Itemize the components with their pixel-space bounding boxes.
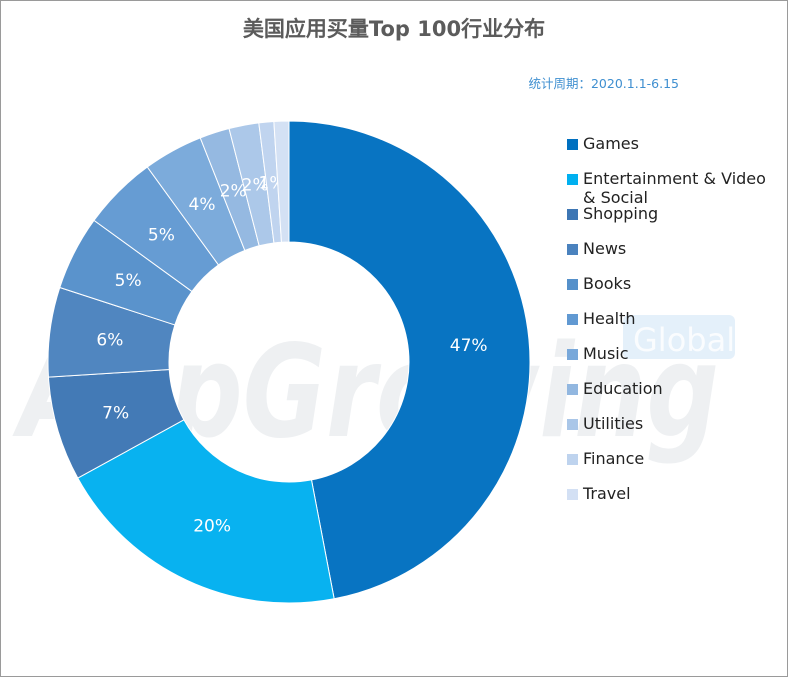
- chart-title: 美国应用买量Top 100行业分布: [242, 17, 546, 41]
- legend-label: Finance: [583, 449, 645, 468]
- legend-label: News: [583, 239, 627, 258]
- slice-label: 5%: [115, 271, 142, 291]
- donut-slice-games: [288, 120, 531, 600]
- slice-label: 6%: [96, 330, 123, 350]
- legend-swatch: [567, 384, 578, 395]
- slice-label: 47%: [450, 336, 488, 356]
- legend-label: Entertainment & Video & Social: [583, 169, 766, 207]
- donut-slice-entertainment-video-social: [77, 419, 335, 604]
- legend-label: Shopping: [583, 204, 659, 223]
- chart-subtitle: 统计周期：2020.1.1-6.15: [528, 76, 679, 91]
- legend-label: Education: [583, 379, 663, 398]
- legend-label: Books: [583, 274, 632, 293]
- legend-swatch: [567, 489, 578, 500]
- legend-swatch: [567, 139, 578, 150]
- legend-label: Travel: [583, 484, 631, 503]
- legend-label: Music: [583, 344, 629, 363]
- slice-label: 2%: [220, 181, 247, 201]
- legend-swatch: [567, 209, 578, 220]
- legend-label: Games: [583, 134, 639, 153]
- legend-label: Health: [583, 309, 636, 328]
- legend-swatch: [567, 174, 578, 185]
- legend-swatch: [567, 419, 578, 430]
- legend-swatch: [567, 349, 578, 360]
- donut-chart: 47%20%7%6%5%5%4%2%2%1%: [47, 120, 531, 604]
- legend-swatch: [567, 244, 578, 255]
- slice-label: 2%: [242, 176, 269, 196]
- legend-swatch: [567, 454, 578, 465]
- legend-swatch: [567, 314, 578, 325]
- donut-slice-travel: [273, 120, 290, 243]
- slice-label: 7%: [102, 403, 129, 423]
- legend-label: Utilities: [583, 414, 644, 433]
- legend-swatch: [567, 279, 578, 290]
- slice-label: 20%: [193, 516, 231, 536]
- slice-label: 4%: [189, 195, 216, 215]
- slice-label: 5%: [148, 225, 175, 245]
